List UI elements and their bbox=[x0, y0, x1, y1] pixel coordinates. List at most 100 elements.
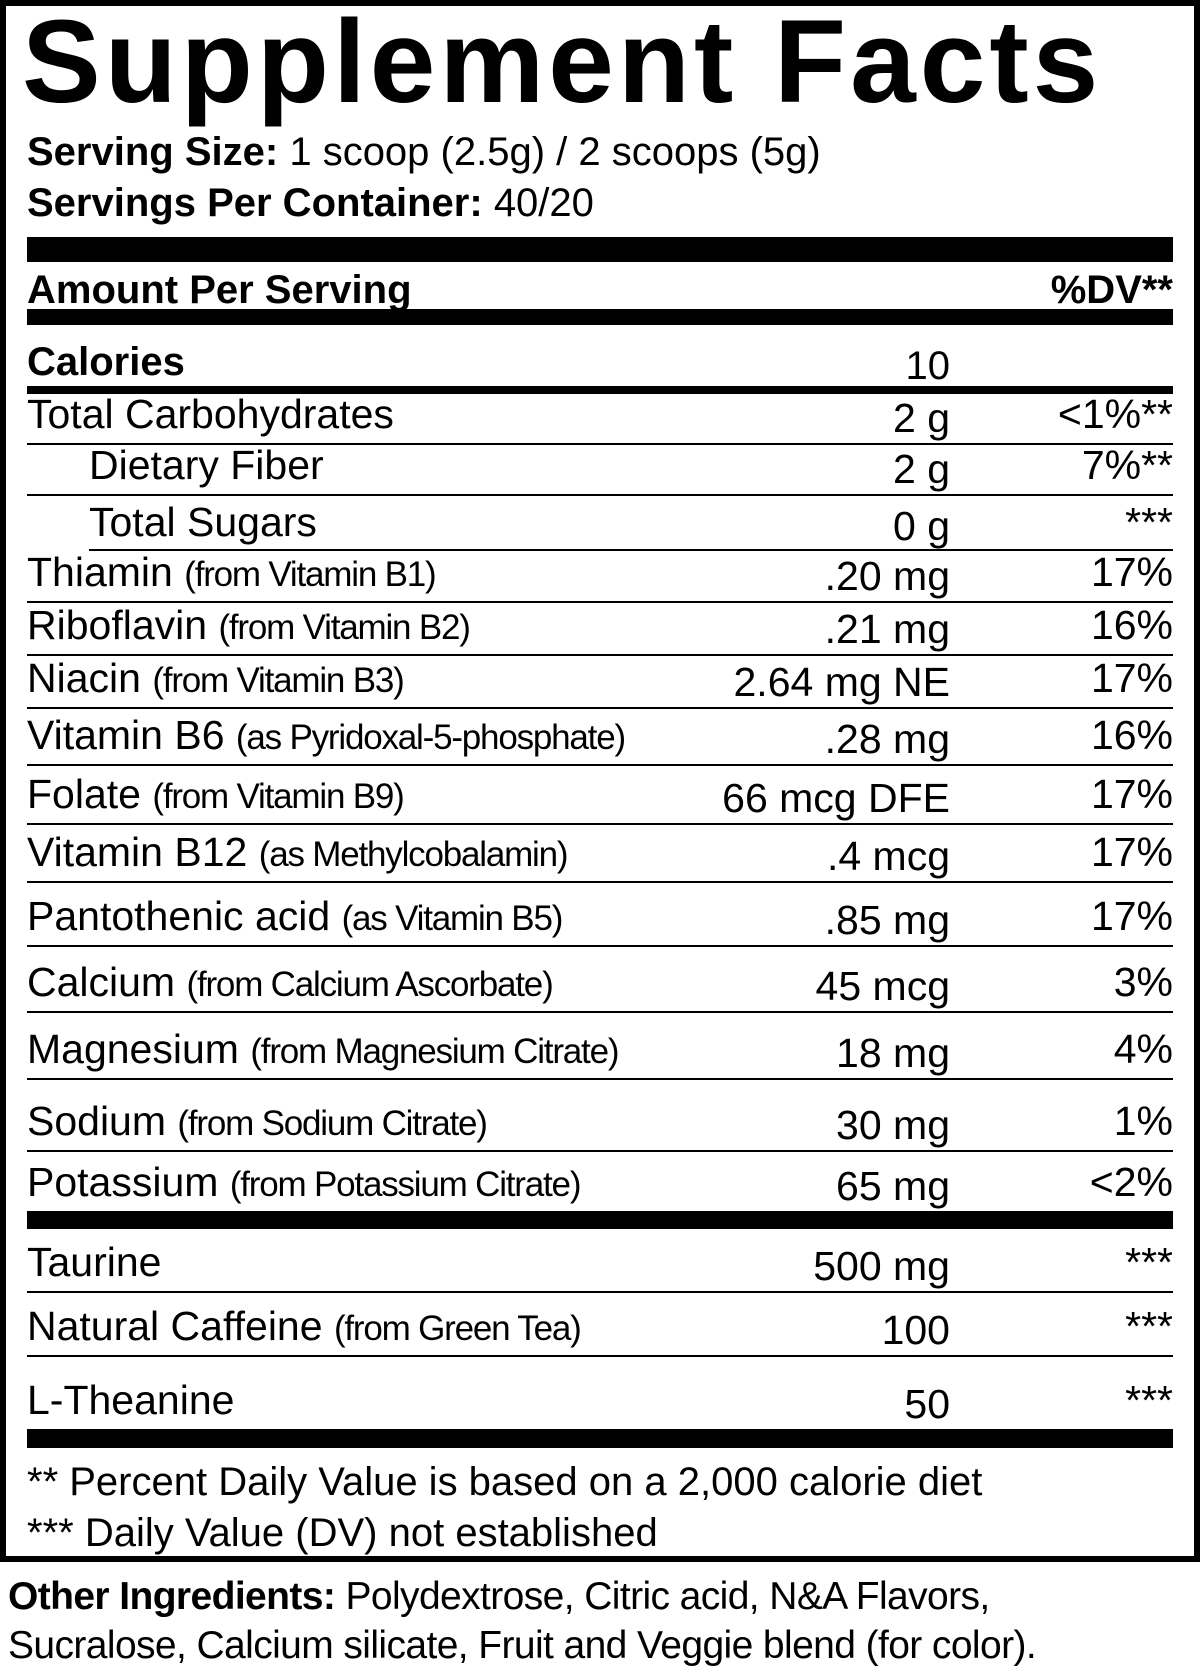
nutrient-amount: 2 g bbox=[893, 446, 950, 492]
nutrient-name: Pantothenic acid (as Vitamin B5) bbox=[27, 893, 564, 939]
nutrient-dv: 16% bbox=[1090, 602, 1173, 648]
calories-value: 10 bbox=[905, 344, 951, 388]
nutrient-row: Natural Caffeine (from Green Tea) 100 *** bbox=[27, 1293, 1173, 1357]
servings-per-container-label: Servings Per Container: bbox=[27, 181, 483, 225]
divider-thick bbox=[27, 309, 1173, 325]
nutrient-table: Total Carbohydrates 2 g <1%** Dietary Fiber… bbox=[27, 394, 1173, 1448]
nutrient-dv: *** bbox=[1125, 1377, 1173, 1423]
nutrient-name: Total Carbohydrates bbox=[27, 394, 394, 435]
nutrient-source: (from Vitamin B3) bbox=[152, 661, 404, 700]
nutrient-row: L-Theanine 50 *** bbox=[27, 1357, 1173, 1429]
nutrient-dv: 7%** bbox=[1081, 442, 1173, 488]
nutrient-row: Potassium (from Potassium Citrate) 65 mg <… bbox=[27, 1152, 1173, 1211]
nutrient-row: Riboflavin (from Vitamin B2) .21 mg 16% bbox=[27, 603, 1173, 656]
nutrient-label: Vitamin B6 bbox=[27, 712, 225, 758]
nutrient-label: Pantothenic acid bbox=[27, 893, 331, 939]
nutrient-label: L-Theanine bbox=[27, 1377, 235, 1423]
nutrient-amount: 30 mg bbox=[836, 1102, 950, 1148]
nutrient-name: Folate (from Vitamin B9) bbox=[27, 771, 405, 817]
nutrient-source: (from Sodium Citrate) bbox=[177, 1104, 488, 1143]
nutrient-dv: *** bbox=[1125, 1239, 1173, 1285]
nutrient-dv: 17% bbox=[1090, 829, 1173, 875]
nutrient-amount: 18 mg bbox=[836, 1030, 950, 1076]
nutrient-source: (from Vitamin B9) bbox=[152, 777, 404, 816]
nutrient-dv: 3% bbox=[1113, 959, 1173, 1005]
nutrient-name: Dietary Fiber bbox=[89, 445, 324, 486]
divider-thick bbox=[27, 237, 1173, 262]
nutrient-name: Total Sugars bbox=[89, 502, 317, 543]
nutrient-name: Niacin (from Vitamin B3) bbox=[27, 655, 405, 701]
nutrient-row: Total Sugars 0 g *** bbox=[27, 496, 1173, 551]
nutrient-row: Vitamin B6 (as Pyridoxal-5-phosphate) .28… bbox=[27, 709, 1173, 766]
footnote-dv: ** Percent Daily Value is based on a 2,0… bbox=[27, 1460, 983, 1504]
nutrient-amount: 45 mcg bbox=[815, 963, 950, 1009]
nutrient-source: (as Methylcobalamin) bbox=[258, 835, 569, 874]
nutrient-row: Vitamin B12 (as Methylcobalamin) .4 mcg 17… bbox=[27, 825, 1173, 883]
nutrient-label: Magnesium bbox=[27, 1026, 239, 1072]
nutrient-row: Sodium (from Sodium Citrate) 30 mg 1% bbox=[27, 1080, 1173, 1152]
nutrient-label: Vitamin B12 bbox=[27, 829, 248, 875]
nutrient-amount: .20 mg bbox=[824, 553, 950, 599]
nutrient-name: Sodium (from Sodium Citrate) bbox=[27, 1098, 488, 1144]
nutrient-label: Total Carbohydrates bbox=[27, 391, 394, 437]
nutrient-label: Sodium bbox=[27, 1098, 167, 1144]
nutrient-dv: 17% bbox=[1090, 771, 1173, 817]
nutrient-amount: 500 mg bbox=[813, 1243, 950, 1289]
calories-row: Calories 10 bbox=[27, 340, 1173, 386]
servings-per-container: Servings Per Container: 40/20 bbox=[27, 183, 594, 223]
column-header: Amount Per Serving %DV** bbox=[27, 270, 1173, 310]
nutrient-name: Thiamin (from Vitamin B1) bbox=[27, 552, 437, 594]
footnote-not-established: *** Daily Value (DV) not established bbox=[27, 1511, 658, 1555]
nutrient-dv: 1% bbox=[1113, 1098, 1173, 1144]
nutrient-amount: 65 mg bbox=[836, 1163, 950, 1209]
nutrient-label: Folate bbox=[27, 771, 141, 817]
nutrient-name: Taurine bbox=[27, 1242, 161, 1283]
nutrient-dv: <2% bbox=[1089, 1159, 1173, 1205]
serving-size-value: 1 scoop (2.5g) / 2 scoops (5g) bbox=[289, 130, 821, 174]
nutrient-dv: <1%** bbox=[1057, 391, 1173, 437]
nutrient-dv: 17% bbox=[1090, 549, 1173, 595]
nutrient-name: Riboflavin (from Vitamin B2) bbox=[27, 605, 471, 647]
nutrient-row: Dietary Fiber 2 g 7%** bbox=[27, 445, 1173, 496]
nutrient-amount: .4 mcg bbox=[826, 833, 950, 879]
supplement-facts-panel bbox=[0, 0, 1200, 1562]
nutrient-name: Magnesium (from Magnesium Citrate) bbox=[27, 1026, 620, 1072]
nutrient-dv: *** bbox=[1125, 1303, 1173, 1349]
other-ingredients-label: Other Ingredients: bbox=[8, 1575, 336, 1618]
nutrient-name: Potassium (from Potassium Citrate) bbox=[27, 1159, 581, 1205]
panel-title: Supplement Facts bbox=[22, 0, 1103, 128]
nutrient-amount: 100 bbox=[881, 1307, 950, 1353]
nutrient-source: (from Vitamin B1) bbox=[184, 555, 436, 594]
nutrient-row: Magnesium (from Magnesium Citrate) 18 mg 4… bbox=[27, 1013, 1173, 1080]
nutrient-amount: .28 mg bbox=[824, 716, 950, 762]
nutrient-name: Vitamin B6 (as Pyridoxal-5-phosphate) bbox=[27, 712, 626, 758]
nutrient-row: Niacin (from Vitamin B3) 2.64 mg NE 17% bbox=[27, 656, 1173, 709]
nutrient-row: Folate (from Vitamin B9) 66 mcg DFE 17% bbox=[27, 766, 1173, 825]
nutrient-label: Calcium bbox=[27, 959, 176, 1005]
nutrient-label: Potassium bbox=[27, 1159, 219, 1205]
nutrient-source: (as Vitamin B5) bbox=[341, 899, 564, 938]
nutrient-name: Natural Caffeine (from Green Tea) bbox=[27, 1306, 582, 1348]
nutrient-amount: .85 mg bbox=[824, 897, 950, 943]
nutrient-amount: 0 g bbox=[893, 503, 950, 549]
nutrient-dv: 17% bbox=[1090, 893, 1173, 939]
nutrient-source: (from Vitamin B2) bbox=[218, 608, 470, 647]
servings-per-container-value: 40/20 bbox=[493, 181, 594, 225]
nutrient-name: Calcium (from Calcium Ascorbate) bbox=[27, 959, 554, 1005]
nutrient-source: (as Pyridoxal-5-phosphate) bbox=[235, 718, 626, 757]
other-ingredients-line-2: Sucralose, Calcium silicate, Fruit and V… bbox=[8, 1624, 1037, 1667]
amount-per-serving-label: Amount Per Serving bbox=[27, 268, 412, 312]
nutrient-amount: 66 mcg DFE bbox=[722, 775, 950, 821]
serving-size-label: Serving Size: bbox=[27, 130, 279, 174]
serving-size: Serving Size: 1 scoop (2.5g) / 2 scoops … bbox=[27, 132, 821, 172]
nutrient-label: Dietary Fiber bbox=[89, 442, 324, 488]
divider-medium bbox=[27, 386, 1173, 394]
other-ingredients-line-1: Other Ingredients: Polydextrose, Citric … bbox=[8, 1577, 990, 1616]
nutrient-source: (from Green Tea) bbox=[333, 1309, 582, 1348]
nutrient-label: Taurine bbox=[27, 1239, 162, 1285]
nutrient-dv: 16% bbox=[1090, 712, 1173, 758]
divider-thick bbox=[27, 1429, 1173, 1448]
calories-label: Calories bbox=[27, 340, 185, 384]
nutrient-label: Total Sugars bbox=[89, 499, 317, 545]
nutrient-label: Niacin bbox=[27, 655, 141, 701]
